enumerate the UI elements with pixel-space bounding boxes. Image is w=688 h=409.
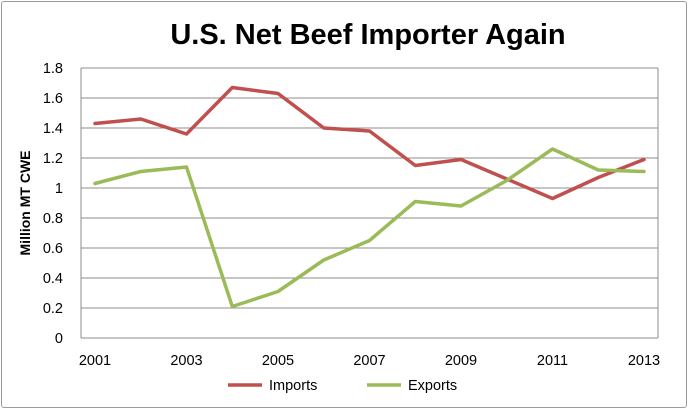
y-tick-label: 1.4 <box>43 121 63 137</box>
y-tick-label: 0.2 <box>43 301 63 317</box>
series-lines <box>93 85 646 309</box>
y-axis-ticks: 0 0.2 0.4 0.6 0.8 1 1.2 1.4 1.6 1.8 <box>43 61 63 347</box>
series-line-exports <box>93 147 646 309</box>
y-axis-label: Million MT CWE <box>17 151 33 256</box>
y-tick-label: 1.6 <box>43 91 63 107</box>
x-tick-label: 2009 <box>445 353 477 369</box>
x-tick-label: 2003 <box>170 353 202 369</box>
legend-label-imports: Imports <box>269 378 317 394</box>
x-tick-label: 2007 <box>353 353 385 369</box>
chart-title: U.S. Net Beef Importer Again <box>170 19 565 51</box>
y-tick-label: 0.8 <box>43 211 63 227</box>
x-tick-label: 2011 <box>537 353 568 369</box>
x-axis-ticks: 2001 2003 2005 2007 2009 2011 2013 <box>79 353 660 369</box>
x-tick-label: 2001 <box>79 353 111 369</box>
series-line-imports <box>93 85 646 201</box>
y-tick-label: 0 <box>55 331 63 347</box>
x-tick-label: 2005 <box>262 353 294 369</box>
y-tick-label: 0.6 <box>43 241 63 257</box>
y-tick-label: 0.4 <box>43 271 63 287</box>
legend: Imports Exports <box>228 378 457 394</box>
legend-label-exports: Exports <box>408 378 457 394</box>
y-tick-label: 1.2 <box>43 151 63 167</box>
x-tick-label: 2013 <box>628 353 660 369</box>
gridlines <box>80 67 659 339</box>
y-tick-label: 1 <box>55 181 63 197</box>
y-tick-label: 1.8 <box>43 61 63 77</box>
